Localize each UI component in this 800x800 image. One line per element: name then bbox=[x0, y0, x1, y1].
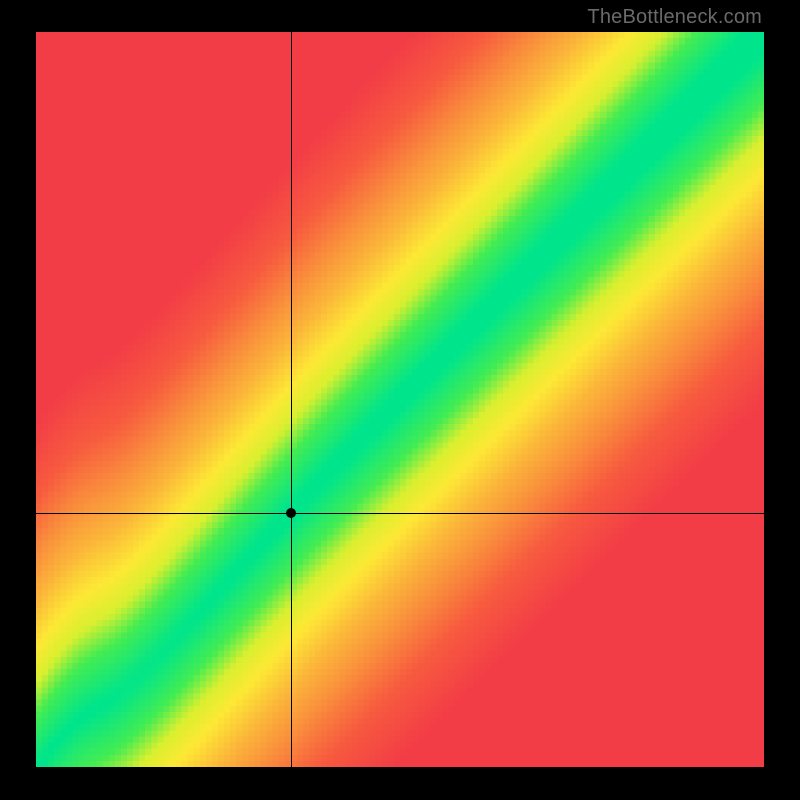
heatmap-plot bbox=[36, 32, 764, 767]
watermark-text: TheBottleneck.com bbox=[587, 6, 762, 29]
heatmap-canvas bbox=[36, 32, 764, 767]
chart-container: TheBottleneck.com bbox=[0, 0, 800, 800]
crosshair-marker bbox=[286, 508, 296, 518]
crosshair-vertical bbox=[291, 32, 292, 767]
crosshair-horizontal bbox=[36, 513, 764, 514]
